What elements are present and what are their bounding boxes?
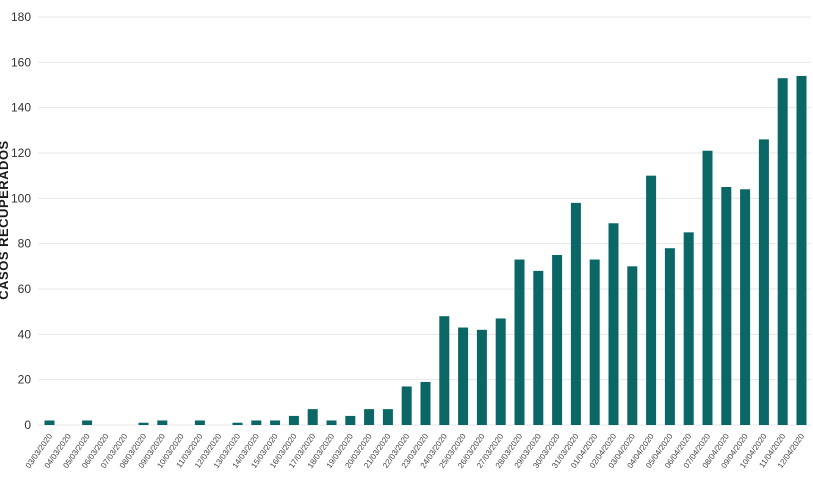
bar bbox=[270, 420, 281, 425]
bar bbox=[194, 420, 205, 425]
bar bbox=[589, 259, 600, 425]
bar bbox=[44, 420, 55, 425]
bar bbox=[796, 75, 807, 425]
y-tick-label: 20 bbox=[18, 373, 32, 387]
y-tick-label: 100 bbox=[11, 191, 31, 205]
bar bbox=[382, 409, 393, 425]
bar bbox=[439, 316, 450, 425]
bar bbox=[721, 187, 732, 425]
y-tick-label: 140 bbox=[11, 101, 31, 115]
y-tick-label: 160 bbox=[11, 55, 31, 69]
bar bbox=[345, 415, 356, 425]
bar bbox=[401, 386, 412, 425]
bar bbox=[683, 232, 694, 425]
bar bbox=[138, 422, 149, 425]
y-tick-label: 80 bbox=[18, 237, 32, 251]
y-tick-label: 40 bbox=[18, 327, 32, 341]
x-axis-ticks: 03/03/202004/03/202005/03/202006/03/2020… bbox=[24, 432, 807, 470]
bar bbox=[420, 381, 431, 425]
bar bbox=[702, 150, 713, 425]
bar bbox=[364, 409, 375, 425]
bar bbox=[326, 420, 337, 425]
y-axis-ticks: 0 20 40 60 80 100 120 140 160 180 bbox=[11, 10, 31, 432]
y-tick-label: 180 bbox=[11, 10, 31, 24]
bar bbox=[495, 318, 506, 425]
bar bbox=[758, 139, 769, 425]
bar bbox=[288, 415, 299, 425]
bar bbox=[777, 78, 788, 425]
y-tick-label: 60 bbox=[18, 282, 32, 296]
bar bbox=[608, 223, 619, 425]
bar bbox=[82, 420, 93, 425]
bar bbox=[157, 420, 168, 425]
bar bbox=[664, 248, 675, 425]
y-axis-label: CASOS RECUPERADOS bbox=[0, 140, 11, 299]
bar bbox=[251, 420, 262, 425]
y-tick-label: 0 bbox=[24, 418, 31, 432]
bar bbox=[646, 175, 657, 425]
bars bbox=[44, 75, 807, 425]
bar bbox=[627, 266, 638, 425]
bar bbox=[514, 259, 525, 425]
bar bbox=[476, 329, 487, 425]
bar bbox=[458, 327, 469, 425]
bar bbox=[307, 409, 318, 425]
bar bbox=[232, 422, 243, 425]
y-tick-label: 120 bbox=[11, 146, 31, 160]
gridlines bbox=[38, 16, 811, 426]
bar bbox=[570, 202, 581, 425]
bar bbox=[533, 270, 544, 425]
bar bbox=[740, 189, 751, 425]
bar bbox=[552, 255, 563, 425]
